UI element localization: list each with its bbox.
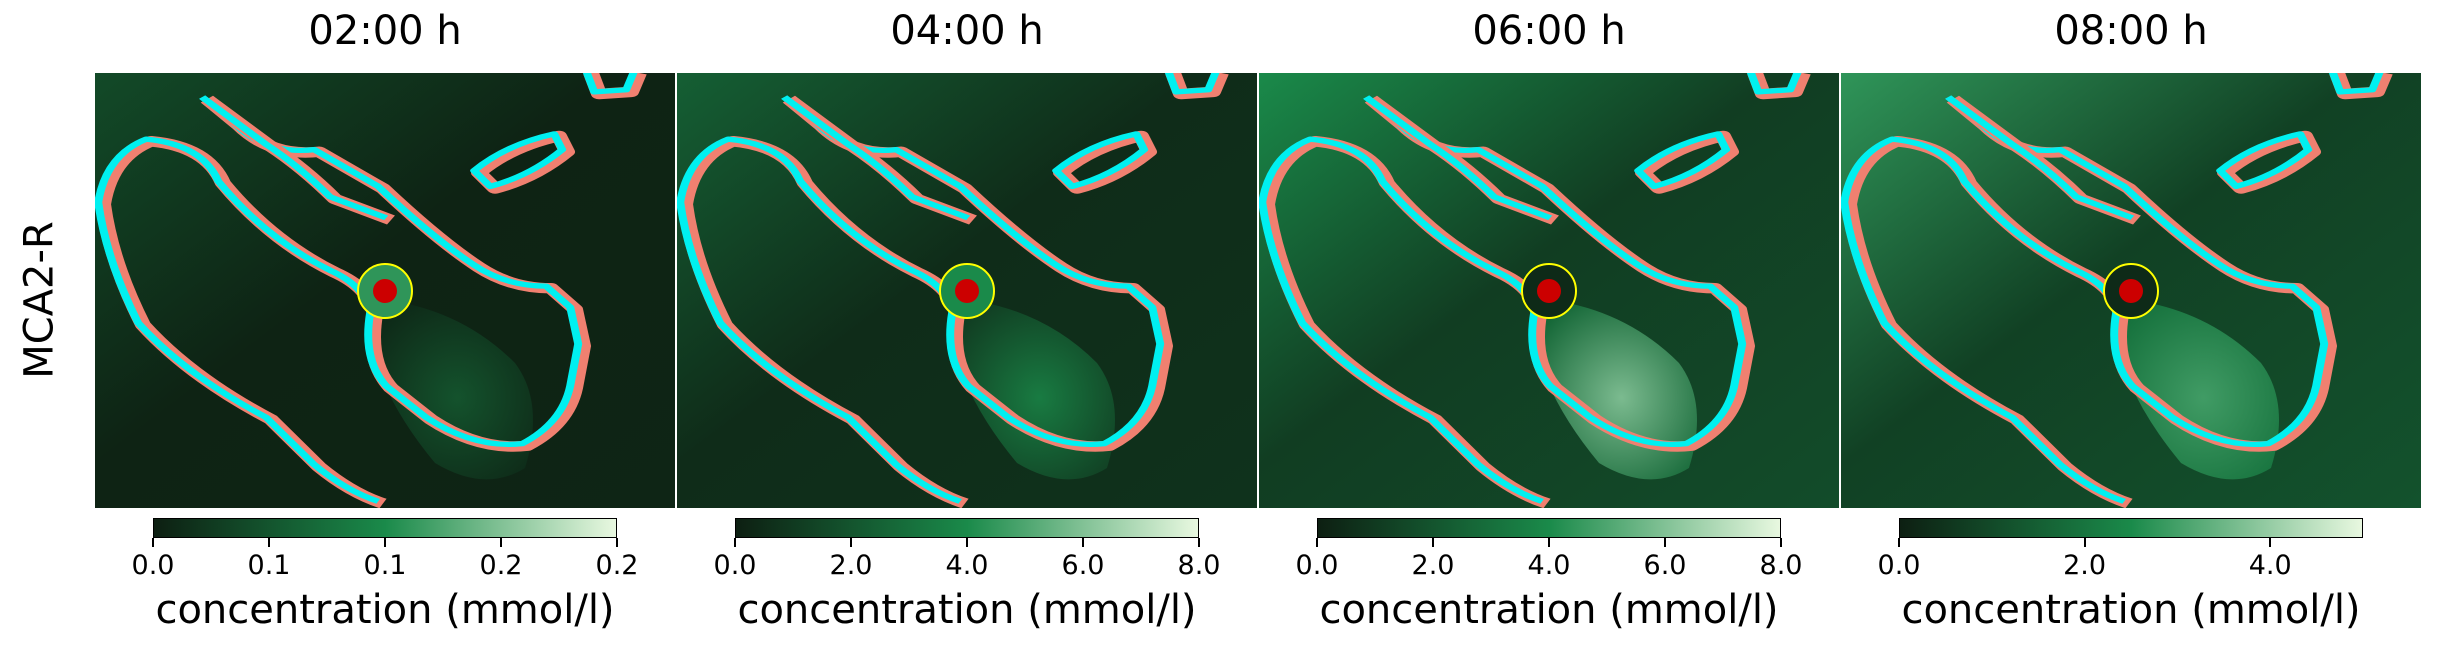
concentration-map — [677, 73, 1257, 508]
injection-point — [2119, 279, 2143, 303]
row-label-text: MCA2-R — [17, 221, 64, 379]
colorbar-tick-label: 8.0 — [1177, 550, 1221, 581]
colorbar-tick — [1780, 538, 1782, 547]
colorbar-tick-label: 4.0 — [1527, 550, 1571, 581]
panel-title: 02:00 h — [308, 8, 462, 54]
vessel-inner-ellipse — [1052, 131, 1149, 190]
colorbar — [1899, 518, 2363, 538]
colorbar-ticks: 0.0 2.0 4.0 6.0 8.0 — [714, 538, 1220, 588]
vessel-inner-ellipse — [2216, 131, 2313, 190]
contrast-plume — [365, 298, 533, 480]
panel-0800: 08:00 h 0.0 2.0 4.0 concentration (mmol/l) — [1841, 0, 2421, 661]
injection-point — [955, 279, 979, 303]
panel-title: 04:00 h — [890, 8, 1044, 54]
panel-title: 06:00 h — [1472, 8, 1626, 54]
colorbar-tick-label: 0.2 — [595, 550, 639, 581]
colorbar — [153, 518, 617, 538]
concentration-map — [95, 73, 675, 508]
panel-0400: 04:00 h 0.0 2.0 4.0 6.0 8.0 concentration (mmo… — [677, 0, 1257, 661]
colorbar-tick-label: 4.0 — [2248, 550, 2292, 581]
vessel-inner-ellipse — [1634, 131, 1731, 190]
colorbar-tick — [850, 538, 852, 547]
colorbar-label: concentration (mmol/l) — [155, 587, 615, 633]
colorbar-tick-label: 2.0 — [2063, 550, 2107, 581]
colorbar-label: concentration (mmol/l) — [1319, 587, 1779, 633]
vessel-inner-thin — [1363, 95, 1553, 221]
colorbar-tick — [966, 538, 968, 547]
colorbar-tick-label: 6.0 — [1643, 550, 1687, 581]
injection-point — [1537, 279, 1561, 303]
colorbar-label: concentration (mmol/l) — [737, 587, 1197, 633]
vessel-inner-big — [95, 95, 583, 504]
colorbar-tick-label: 2.0 — [829, 550, 873, 581]
injection-point — [373, 279, 397, 303]
colorbar-ticks: 0.0 2.0 4.0 6.0 8.0 — [1296, 538, 1802, 588]
colorbar-tick — [616, 538, 618, 547]
colorbar-tick — [1432, 538, 1434, 547]
colorbar-tick-label: 0.1 — [363, 550, 407, 581]
vessel-inner-big — [1259, 95, 1747, 504]
colorbar-tick-label: 0.0 — [713, 550, 757, 581]
colorbar-tick — [1898, 538, 1900, 547]
vessel-inner-topright — [582, 73, 638, 95]
colorbar-ticks: 0.0 2.0 4.0 — [1878, 538, 2363, 588]
colorbar-tick-label: 2.0 — [1411, 550, 1455, 581]
colorbar-tick-label: 4.0 — [945, 550, 989, 581]
colorbar-tick-label: 0.1 — [247, 550, 291, 581]
colorbar-tick — [1548, 538, 1550, 547]
colorbar-tick-label: 0.0 — [131, 550, 175, 581]
colorbar-tick — [152, 538, 154, 547]
colorbar-tick-label: 0.2 — [479, 550, 523, 581]
colorbar-tick — [1316, 538, 1318, 547]
colorbar-tick — [384, 538, 386, 547]
colorbar-tick-label: 6.0 — [1061, 550, 1105, 581]
vessel-inner-topright — [2328, 73, 2384, 95]
panel-0200: 02:00 h 0.0 0.1 0.1 0.2 0.2 concentration (mmo… — [95, 0, 675, 661]
colorbar-tick — [1664, 538, 1666, 547]
panel-title: 08:00 h — [2054, 8, 2208, 54]
vessel-inner-thin — [1945, 95, 2135, 221]
colorbar-tick — [268, 538, 270, 547]
colorbar-tick-label: 0.0 — [1877, 550, 1921, 581]
vessel-inner-ellipse — [470, 131, 567, 190]
panel-0600: 06:00 h 0.0 2.0 4.0 6.0 8.0 concentration (mmo… — [1259, 0, 1839, 661]
vessel-inner-thin — [199, 95, 389, 221]
colorbar-tick — [500, 538, 502, 547]
colorbar-tick-label: 0.0 — [1295, 550, 1339, 581]
colorbar-ticks: 0.0 0.1 0.1 0.2 0.2 — [132, 538, 638, 588]
concentration-map — [1841, 73, 2421, 508]
colorbar-tick — [1082, 538, 1084, 547]
contrast-plume — [947, 298, 1115, 480]
vessel-inner-thin — [781, 95, 971, 221]
colorbar-tick — [1198, 538, 1200, 547]
vessel-inner-big — [1841, 95, 2329, 504]
contrast-plume — [2111, 298, 2279, 480]
vessel-inner-big — [677, 95, 1165, 504]
concentration-map — [1259, 73, 1839, 508]
vessel-inner-topright — [1746, 73, 1802, 95]
colorbar-tick — [2083, 538, 2086, 547]
colorbar — [1317, 518, 1781, 538]
colorbar — [735, 518, 1199, 538]
colorbar-label: concentration (mmol/l) — [1901, 587, 2361, 633]
colorbar-tick — [734, 538, 736, 547]
colorbar-tick-label: 8.0 — [1759, 550, 1803, 581]
vessel-inner-topright — [1164, 73, 1220, 95]
contrast-plume — [1529, 298, 1697, 480]
colorbar-tick — [2269, 538, 2272, 547]
row-label: MCA2-R — [0, 80, 80, 520]
